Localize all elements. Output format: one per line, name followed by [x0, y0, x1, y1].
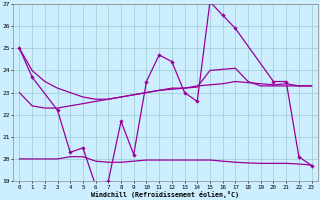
X-axis label: Windchill (Refroidissement éolien,°C): Windchill (Refroidissement éolien,°C)	[92, 191, 239, 198]
